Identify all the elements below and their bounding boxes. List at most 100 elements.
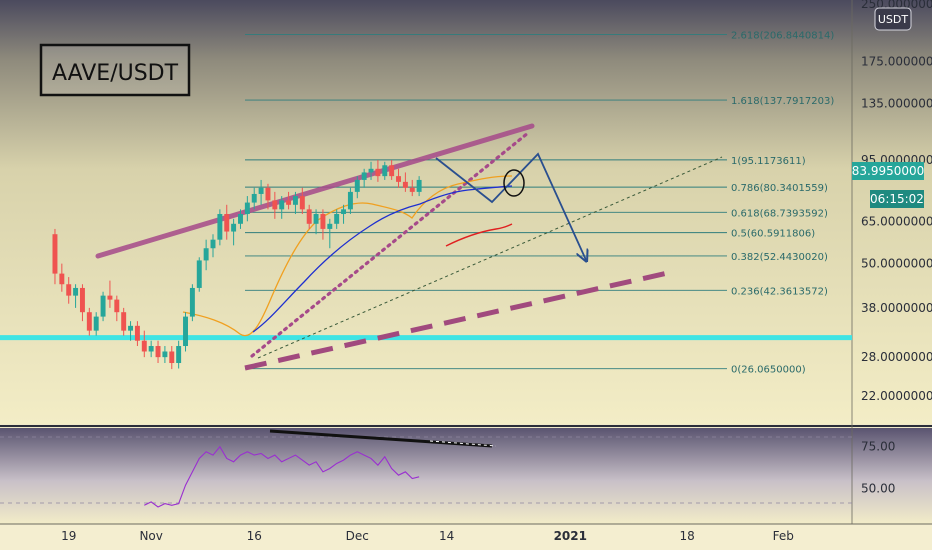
candle-body [176,346,182,364]
candle-body [66,284,72,296]
fib-level-label: 1(95.1173611) [731,156,806,167]
time-tick-label: 19 [61,529,76,543]
candle-body [100,295,106,317]
rsi-line [144,445,420,508]
last-price-label: 83.9950000 [852,164,925,178]
candle-body [217,214,223,240]
candle [265,183,271,210]
candlesticks [52,160,422,370]
candle [279,196,285,219]
fib-level-label: 0.236(42.3613572) [731,286,828,297]
candle [73,284,79,308]
candle [354,176,360,199]
candle [306,204,312,229]
candle-body [279,200,285,210]
candle-body [375,168,381,177]
candle-body [402,181,408,188]
time-tick-label: 18 [679,529,694,543]
candle-body [189,287,195,317]
candle-body [327,223,333,229]
candle-body [86,312,92,331]
symbol-box: AAVE/USDT [39,43,191,97]
price-tick-label: 22.0000000 [861,389,932,403]
candle [183,312,188,352]
candle [134,321,140,347]
candle [107,280,113,308]
rsi-pane-background [0,428,932,524]
fib-level-label: 0.382(52.4430020) [731,252,828,263]
fib-level-label: 1.618(137.7917203) [731,96,834,107]
candle [86,307,92,336]
candle-body [368,168,374,173]
candle [224,204,230,240]
candle [162,346,168,364]
candle [210,234,216,258]
candle [238,209,243,229]
currency-button-label: USDT [878,13,909,26]
candle-body [121,312,127,331]
candle-body [409,187,415,192]
rsi-divergence-dashed [429,440,497,447]
fib-level: 1(95.1173611) [245,156,806,167]
candle [402,172,408,192]
candle-body [231,223,237,232]
candle-body [52,234,58,274]
candle [334,209,340,229]
candle [292,191,298,215]
time-tick-label: Dec [346,529,369,543]
candle-body [313,214,319,224]
candle [375,160,381,182]
candle-body [134,325,140,341]
currency-button[interactable]: USDT [874,7,912,31]
candle [416,176,422,197]
candle-body [258,187,264,194]
candle-body [93,316,99,331]
fib-level-label: 0(26.0650000) [731,365,806,376]
price-tick-label: 28.0000000 [861,350,932,364]
candle-body [382,165,388,177]
candle-body [347,191,353,210]
ema-slow-line [252,185,513,333]
candle-body [59,273,65,285]
candle [396,168,401,188]
candle [189,284,195,322]
candle [128,321,134,341]
fib-level: 0.618(68.7393592) [245,208,828,219]
candle [59,263,65,292]
fib-level: 0.236(42.3613572) [245,286,828,297]
candle-body [141,340,147,352]
candle-body [210,239,216,249]
candle [341,204,347,224]
candle-body [196,260,202,288]
candle-body [169,351,175,364]
price-tick-label: 175.0000000 [861,55,932,69]
candle-body [244,202,250,215]
candle [203,239,209,271]
candle [141,330,147,358]
candle [368,161,374,180]
candle [148,340,154,358]
candle [251,187,257,210]
candle-body [265,187,271,201]
candle-body [286,200,292,205]
fib-level-label: 0.786(80.3401559) [731,183,828,194]
projection-path [435,152,586,260]
fib-level-label: 2.618(206.8440814) [731,31,834,42]
candle [327,218,333,249]
candle-body [251,193,257,203]
price-tick-label: 135.0000000 [861,96,932,110]
last-price-tag: 83.9950000 [852,162,925,180]
candle-body [79,287,85,313]
candle-body [107,295,113,300]
candle [299,187,305,215]
trendlines [95,123,723,371]
candle-body [341,209,347,215]
candle [409,179,415,197]
rsi-axis: 75.00 50.00 [861,440,895,496]
highlight-circle [503,169,525,197]
candle [100,291,106,322]
thin-dashed-trendline [257,156,723,359]
fib-level: 0.5(60.5911806) [245,229,815,240]
fib-level: 0(26.0650000) [245,365,806,376]
